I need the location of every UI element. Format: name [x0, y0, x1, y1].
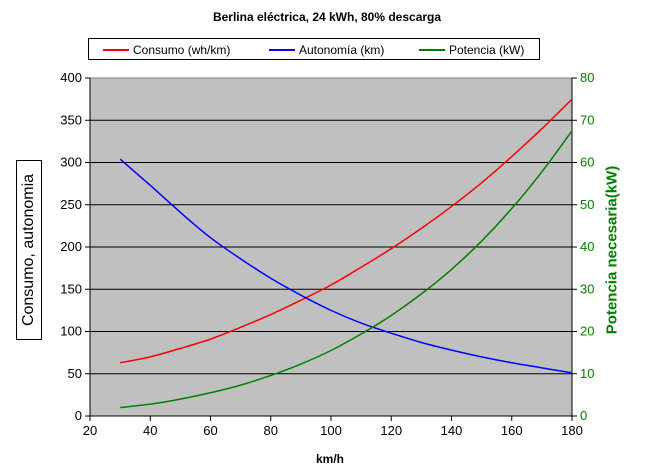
- y-right-tick-label-0: 0: [580, 408, 587, 423]
- x-tick-label-120: 120: [380, 423, 402, 438]
- series-line-0: [119, 98, 573, 364]
- y-left-tick-label-0: 0: [75, 408, 82, 423]
- y-right-tick-label-50: 50: [580, 197, 594, 212]
- y-left-tick-label-50: 50: [68, 366, 82, 381]
- y-right-tick-label-80: 80: [580, 70, 594, 85]
- series-line-1: [119, 158, 573, 374]
- series-line-2: [120, 130, 573, 409]
- y-right-tick-label-70: 70: [580, 112, 594, 127]
- x-axis-label: km/h: [315, 452, 344, 466]
- legend-swatch-potencia: [419, 49, 445, 51]
- x-tick-label-100: 100: [320, 423, 342, 438]
- x-tick-label-60: 60: [203, 423, 217, 438]
- y-right-tick-label-30: 30: [580, 281, 594, 296]
- y-left-tick-label-400: 400: [60, 70, 82, 85]
- x-tick-label-80: 80: [264, 423, 278, 438]
- legend-item-potencia: Potencia (kW): [419, 42, 524, 58]
- y-left-tick-label-200: 200: [60, 239, 82, 254]
- chart-title: Berlina eléctrica, 24 kWh, 80% descarga: [212, 10, 442, 24]
- legend-label-consumo: Consumo (wh/km): [133, 43, 231, 57]
- chart-legend: Consumo (wh/km) Autonomía (km) Potencia …: [88, 38, 540, 60]
- legend-item-autonomia: Autonomía (km): [269, 42, 384, 58]
- y-axis-right-label: Potencia necesaria(kW): [603, 165, 621, 335]
- x-tick-label-180: 180: [561, 423, 583, 438]
- legend-swatch-consumo: [103, 49, 129, 51]
- legend-label-potencia: Potencia (kW): [449, 43, 525, 57]
- x-tick-label-40: 40: [143, 423, 157, 438]
- y-left-tick-label-100: 100: [60, 324, 82, 339]
- y-left-tick-label-350: 350: [60, 112, 82, 127]
- x-tick-label-160: 160: [501, 423, 523, 438]
- y-right-tick-label-40: 40: [580, 239, 594, 254]
- y-right-tick-label-60: 60: [580, 155, 594, 170]
- legend-label-autonomia: Autonomía (km): [299, 43, 385, 57]
- y-axis-left-label: Consumo, autonomia: [20, 173, 37, 327]
- y-axis-right-label-box: Potencia necesaria(kW): [600, 150, 624, 350]
- x-tick-label-140: 140: [441, 423, 463, 438]
- y-left-tick-label-250: 250: [60, 197, 82, 212]
- legend-item-consumo: Consumo (wh/km): [103, 42, 230, 58]
- y-left-tick-label-300: 300: [60, 155, 82, 170]
- y-right-tick-label-20: 20: [580, 324, 594, 339]
- y-axis-left-label-box: Consumo, autonomia: [16, 160, 42, 340]
- legend-swatch-autonomia: [269, 49, 295, 51]
- y-right-tick-label-10: 10: [580, 366, 594, 381]
- y-left-tick-label-150: 150: [60, 281, 82, 296]
- x-tick-label-20: 20: [83, 423, 97, 438]
